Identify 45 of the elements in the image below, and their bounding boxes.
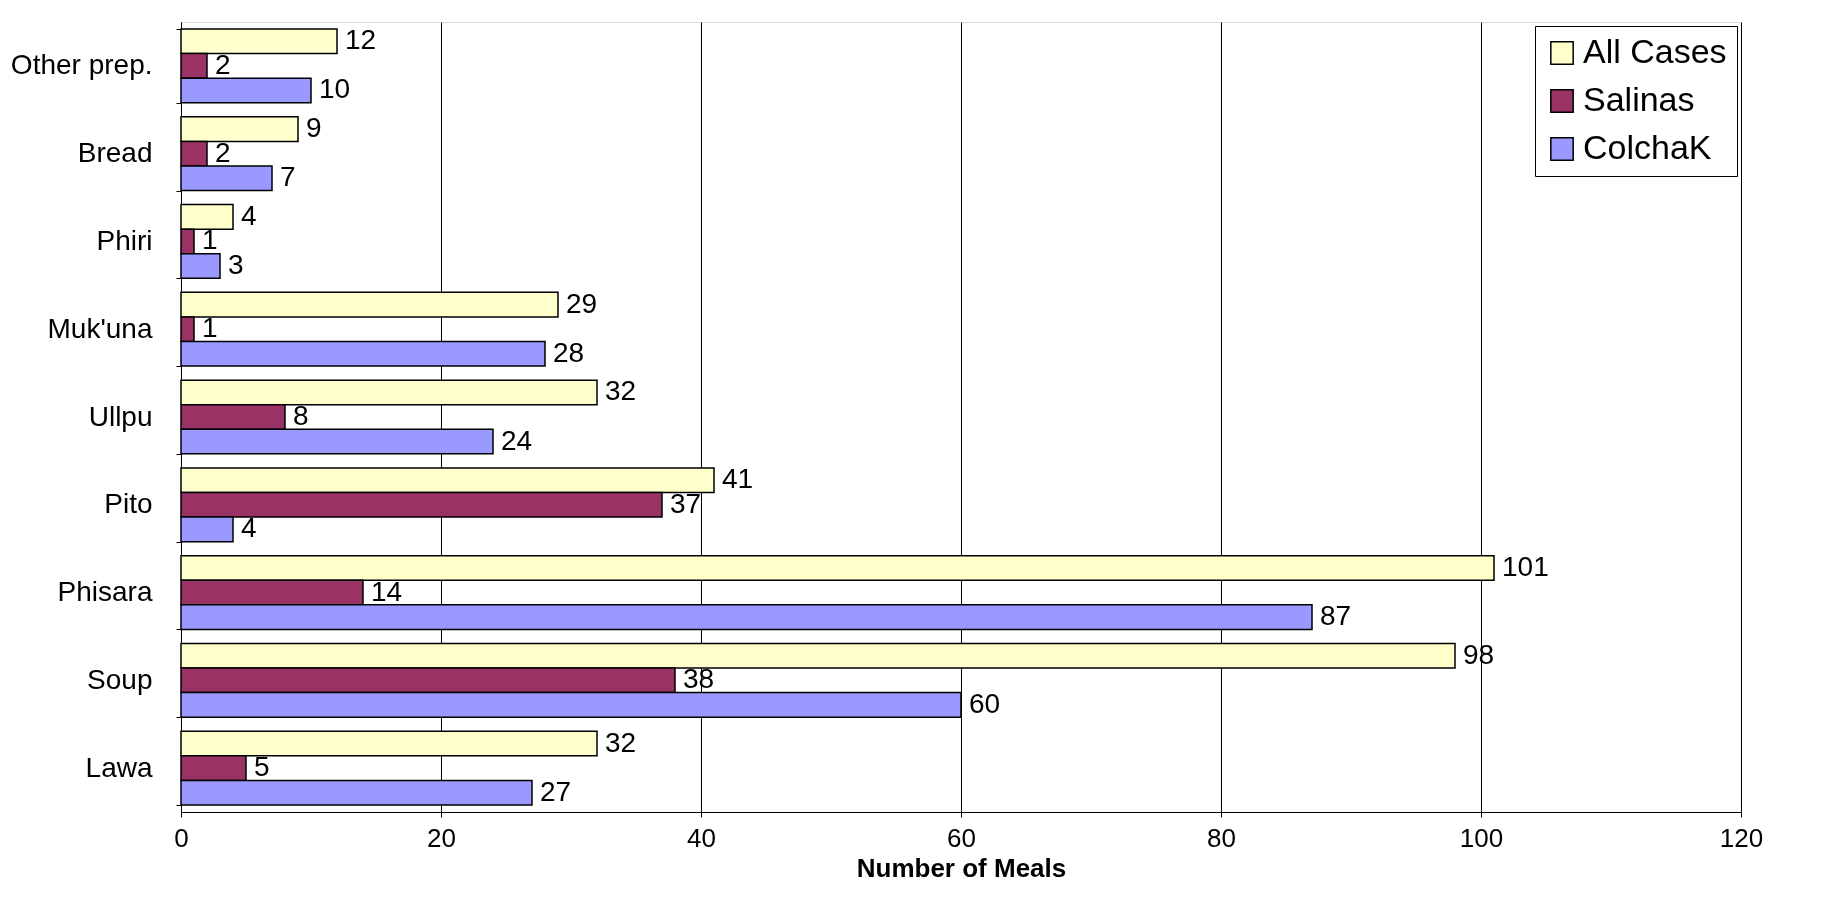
y-tick-label: Phiri — [96, 224, 153, 256]
y-tick-label: Muk'una — [47, 312, 153, 344]
data-label: 37 — [670, 487, 702, 519]
data-label: 27 — [540, 775, 572, 807]
data-label: 8 — [293, 400, 309, 431]
data-label: 7 — [280, 161, 296, 193]
y-tick-label: Other prep. — [10, 49, 153, 81]
x-tick-label: 0 — [174, 822, 189, 853]
data-label: 2 — [215, 48, 231, 80]
data-label: 1 — [202, 312, 218, 344]
legend-label: ColchaK — [1583, 128, 1712, 166]
x-tick-label: 20 — [427, 822, 456, 853]
y-tick-label: Soup — [87, 663, 153, 695]
legend-label: All Cases — [1583, 32, 1727, 70]
data-label: 29 — [566, 287, 598, 319]
data-label: 4 — [241, 512, 257, 544]
data-label: 87 — [1320, 600, 1352, 632]
x-tick-label: 100 — [1459, 822, 1504, 853]
data-label: 4 — [241, 199, 257, 231]
x-tick-label: 80 — [1207, 822, 1236, 853]
data-label: 9 — [306, 112, 322, 144]
data-label: 60 — [969, 687, 1001, 719]
x-tick-label: 40 — [687, 822, 716, 853]
x-axis-title: Number of Meals — [856, 852, 1067, 883]
data-label: 41 — [722, 463, 754, 495]
y-tick-label: Lawa — [85, 751, 153, 783]
legend-label: Salinas — [1583, 80, 1695, 118]
data-label: 32 — [605, 726, 637, 758]
data-label: 14 — [371, 575, 403, 607]
y-tick-label: Pito — [104, 488, 153, 520]
y-tick-label: Bread — [77, 137, 153, 169]
data-label: 5 — [254, 751, 270, 783]
y-tick-label: Ullpu — [88, 400, 153, 432]
data-label: 101 — [1502, 550, 1549, 582]
data-label: 28 — [553, 336, 585, 368]
data-label: 24 — [501, 424, 533, 456]
data-label: 10 — [319, 73, 351, 105]
data-label: 2 — [215, 136, 231, 168]
y-tick-label: Phisara — [57, 576, 153, 608]
data-label: 32 — [605, 375, 637, 407]
data-label: 12 — [345, 24, 377, 56]
data-label: 1 — [202, 224, 218, 256]
data-label: 3 — [228, 249, 244, 281]
x-tick-label: 60 — [947, 822, 976, 853]
x-tick-label: 120 — [1719, 822, 1764, 853]
